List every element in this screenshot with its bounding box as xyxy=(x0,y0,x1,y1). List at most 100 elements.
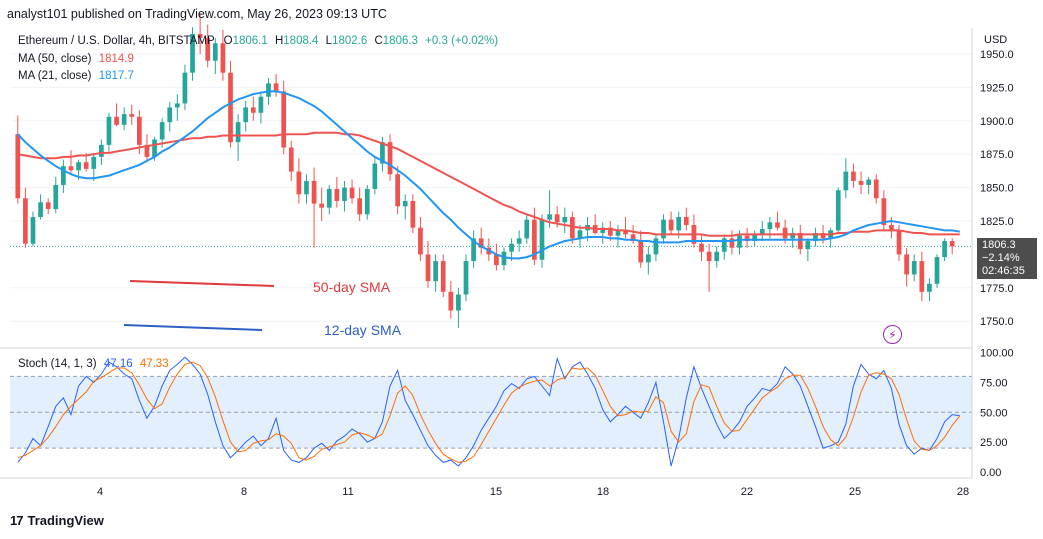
price-tick-label: 1900.0 xyxy=(980,116,1014,128)
candle-body xyxy=(76,162,81,171)
candle-body xyxy=(524,219,530,239)
candle-body xyxy=(266,83,271,97)
candle-body xyxy=(15,134,21,199)
candle-body xyxy=(911,261,917,275)
candle-body xyxy=(410,200,416,228)
price-tick-label: 1950.0 xyxy=(980,49,1014,61)
candle-body xyxy=(53,184,59,209)
candle-body xyxy=(61,166,66,185)
candle-body xyxy=(273,83,279,92)
time-tick-label: 22 xyxy=(741,486,753,498)
candle-body xyxy=(364,188,370,215)
candle-body xyxy=(881,198,887,226)
candle-body xyxy=(607,227,613,236)
ma21-label: MA (21, close) xyxy=(18,70,92,82)
candle-body xyxy=(759,229,765,235)
candle-body xyxy=(68,166,74,171)
candle-body xyxy=(623,230,628,235)
candle-body xyxy=(539,219,545,260)
candle-body xyxy=(296,171,302,195)
candle-body xyxy=(342,187,347,201)
tradingview-footer[interactable]: 17 TradingView xyxy=(10,513,104,528)
candle-body xyxy=(866,179,871,185)
candle-body xyxy=(889,225,894,231)
candle-body xyxy=(91,156,97,169)
stoch-tick-label: 50.00 xyxy=(980,407,1008,419)
ohlc-low: L1802.6 xyxy=(325,35,368,47)
lightning-icon[interactable]: ⚡ xyxy=(883,325,902,344)
symbol-legend[interactable]: Ethereum / U.S. Dollar, 4h, BITSTAMP O18… xyxy=(18,35,498,47)
candle-body xyxy=(630,234,636,242)
candle-countdown: 02:46:35 xyxy=(982,265,1025,277)
stoch-label: Stoch (14, 1, 3) xyxy=(18,358,97,370)
candle-body xyxy=(600,227,606,234)
time-tick-label: 28 xyxy=(957,486,969,498)
candle-body xyxy=(843,171,849,191)
stoch-d-line[interactable] xyxy=(17,361,961,463)
candle-body xyxy=(129,114,135,117)
candle-body xyxy=(136,116,142,145)
candle-body xyxy=(30,216,36,244)
sma12-annotation-line[interactable] xyxy=(123,324,263,331)
candle-body xyxy=(99,144,104,157)
time-tick-label: 4 xyxy=(97,486,103,498)
candle-body xyxy=(159,122,165,140)
candle-body xyxy=(668,219,674,231)
sma50-annotation-label[interactable]: 50-day SMA xyxy=(313,279,391,295)
candle-body xyxy=(532,219,537,260)
stoch-band xyxy=(10,376,972,449)
price-tick-label: 1850.0 xyxy=(980,183,1014,195)
candle-body xyxy=(516,238,522,244)
candle-body xyxy=(744,235,750,242)
candles-layer xyxy=(15,13,955,328)
ohlc-change: +0.3 (+0.02%) xyxy=(425,35,499,47)
candle-body xyxy=(106,116,112,145)
time-tick-label: 8 xyxy=(241,486,247,498)
candle-body xyxy=(235,122,241,143)
ma21-legend[interactable]: MA (21, close) 1817.7 xyxy=(18,70,134,82)
ma21-line[interactable] xyxy=(17,90,960,260)
tradingview-logo-icon: 17 xyxy=(10,513,24,528)
candle-body xyxy=(281,91,287,148)
candle-body xyxy=(152,139,157,157)
ma50-line[interactable] xyxy=(17,131,960,237)
candle-body xyxy=(851,171,856,181)
candle-body xyxy=(570,216,575,239)
last-price-value: 1806.3 xyxy=(982,239,1016,251)
sma12-annotation-label[interactable]: 12-day SMA xyxy=(324,322,402,338)
candle-body xyxy=(471,238,476,262)
stoch-k-line[interactable] xyxy=(17,356,960,467)
stoch-axis-labels: 100.00 75.00 50.00 25.00 0.00 xyxy=(980,348,1014,480)
ma21-value: 1817.7 xyxy=(98,70,134,82)
candle-body xyxy=(554,214,560,223)
candle-body xyxy=(144,144,150,157)
candle-body xyxy=(228,72,233,143)
candle-body xyxy=(813,233,818,242)
ma50-legend[interactable]: MA (50, close) 1814.9 xyxy=(18,53,134,65)
candle-body xyxy=(547,214,552,220)
candle-body xyxy=(456,294,461,311)
candle-body xyxy=(509,243,514,252)
candle-body xyxy=(501,251,507,266)
candle-body xyxy=(577,230,583,239)
stoch-legend[interactable]: Stoch (14, 1, 3) 47.16 47.33 xyxy=(18,358,169,370)
time-axis-labels: 4 8 11 15 18 22 25 28 xyxy=(97,486,969,498)
candle-body xyxy=(494,254,499,266)
candle-body xyxy=(83,162,89,169)
stoch-tick-label: 100.00 xyxy=(980,348,1014,360)
candle-body xyxy=(858,180,864,185)
candle-body xyxy=(873,179,879,199)
candle-body xyxy=(243,107,249,123)
candle-body xyxy=(775,222,780,228)
tradingview-brand: TradingView xyxy=(27,513,104,528)
price-axis-labels: 1950.0 1925.0 1900.0 1875.0 1850.0 1825.0 1775… xyxy=(980,49,1014,328)
candle-body xyxy=(425,254,431,282)
symbol-title: Ethereum / U.S. Dollar, 4h, BITSTAMP xyxy=(18,35,215,47)
sma50-annotation-line[interactable] xyxy=(129,280,275,287)
candle-body xyxy=(114,116,119,125)
candle-body xyxy=(699,243,704,252)
candle-body xyxy=(448,291,454,311)
stoch-tick-label: 75.00 xyxy=(980,377,1008,389)
ma50-label: MA (50, close) xyxy=(18,53,92,65)
